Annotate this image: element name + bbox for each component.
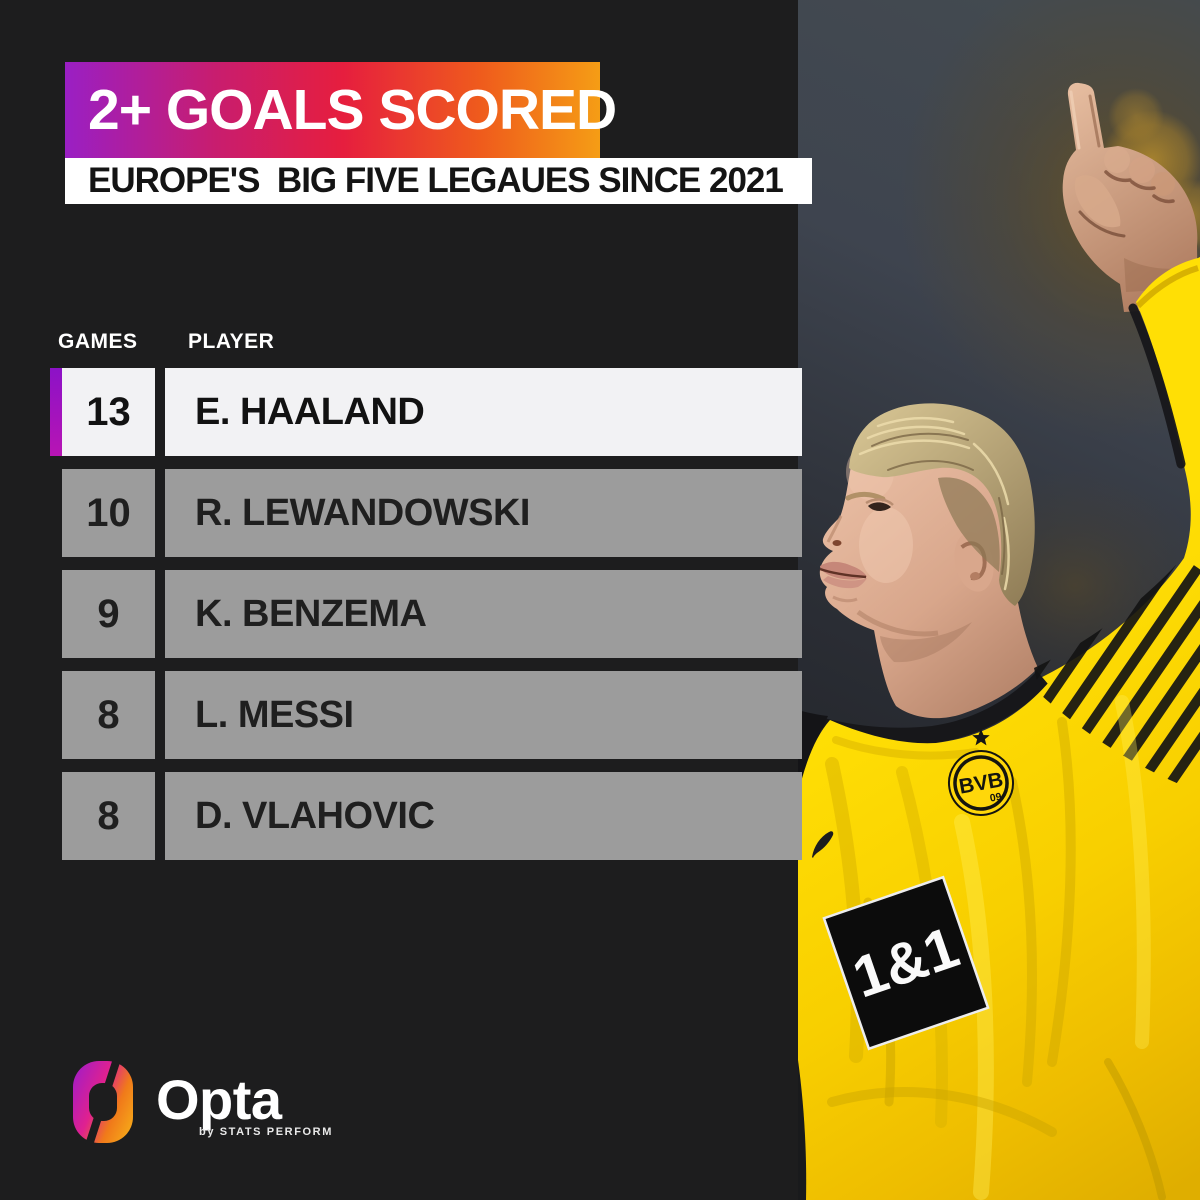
highlight-accent-stripe xyxy=(50,368,62,456)
table-row: 9 K. BENZEMA xyxy=(0,570,802,658)
games-cell: 8 xyxy=(62,671,155,759)
sleeve-black-stripe xyxy=(1128,303,1186,469)
puma-logo xyxy=(812,831,834,858)
nostril xyxy=(832,540,842,546)
column-header-player: PLAYER xyxy=(188,330,275,353)
subtitle-banner: EUROPE'S BIG FIVE LEGAUES SINCE 2021 xyxy=(65,158,812,204)
stats-perform-label: by STATS PERFORM xyxy=(199,1126,333,1138)
title-banner: 2+ GOALS SCORED xyxy=(65,62,617,158)
page-subtitle: EUROPE'S BIG FIVE LEGAUES SINCE 2021 xyxy=(88,161,784,200)
player-cell: L. MESSI xyxy=(165,671,802,759)
opta-logo-icon xyxy=(73,1060,133,1144)
champion-star-icon xyxy=(972,729,990,746)
games-cell: 9 xyxy=(62,570,155,658)
page-title: 2+ GOALS SCORED xyxy=(88,78,617,142)
bokeh-light xyxy=(1108,88,1164,144)
column-header-games: GAMES xyxy=(58,330,138,353)
jersey-torso: BVB 09 1&1 xyxy=(798,554,1200,1200)
table-row: 13 E. HAALAND xyxy=(0,368,802,456)
table-row: 10 R. LEWANDOWSKI xyxy=(0,469,802,557)
table-row: 8 D. VLAHOVIC xyxy=(0,772,802,860)
player-cell: K. BENZEMA xyxy=(165,570,802,658)
player-photo: BVB 09 1&1 xyxy=(798,0,1200,1200)
player-cell: R. LEWANDOWSKI xyxy=(165,469,802,557)
eye xyxy=(868,502,891,511)
player-cell: E. HAALAND xyxy=(165,368,802,456)
face xyxy=(819,421,1014,637)
games-cell: 10 xyxy=(62,469,155,557)
bvb-crest: BVB 09 xyxy=(948,750,1014,816)
games-cell: 8 xyxy=(62,772,155,860)
table-row: 8 L. MESSI xyxy=(0,671,802,759)
crest-number: 09 xyxy=(989,791,1003,805)
neck xyxy=(874,534,1038,719)
games-cell: 13 xyxy=(62,368,155,456)
hair xyxy=(849,403,1035,606)
sponsor-patch: 1&1 xyxy=(822,875,990,1051)
eyebrow xyxy=(845,491,886,502)
pointing-hand xyxy=(1062,82,1198,313)
player-cell: D. VLAHOVIC xyxy=(165,772,802,860)
opta-wordmark: Opta xyxy=(156,1068,282,1131)
